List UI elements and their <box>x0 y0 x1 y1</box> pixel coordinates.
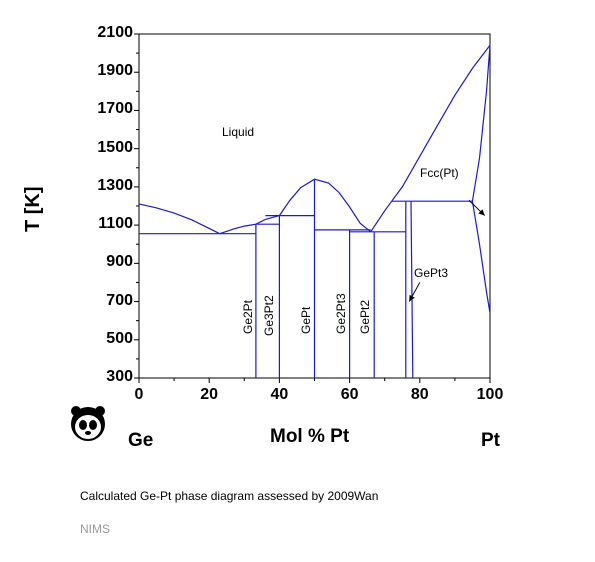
y-tick-label: 1500 <box>97 138 133 156</box>
phase-boundaries <box>138 44 491 379</box>
boundary-liquidus-ge-side <box>138 203 220 235</box>
y-tick-label: 1300 <box>97 176 133 194</box>
label-gept3: GePt3 <box>414 266 449 280</box>
boundary-liquidus-ge3pt2 <box>255 215 280 225</box>
label-gept2: GePt2 <box>358 299 372 334</box>
x-tick-label: 20 <box>200 386 219 403</box>
x-tick-label: 60 <box>340 386 359 403</box>
x-axis-label: Mol % Pt <box>270 426 350 447</box>
boundary-liquidus-gept2 <box>370 200 393 233</box>
y-tick-label: 300 <box>106 368 133 385</box>
panda-logo <box>71 406 105 441</box>
arrow-head <box>409 294 415 302</box>
label-ge2pt: Ge2Pt <box>241 299 255 334</box>
y-tick-label: 900 <box>106 253 133 271</box>
boundary-liquidus-gept <box>278 178 372 233</box>
y-axis-label: T [K] <box>22 186 44 232</box>
right-element-label: Pt <box>481 430 500 451</box>
boundary-liquidus-ge2pt <box>219 223 256 235</box>
label-ge3pt2: Ge3Pt2 <box>262 295 276 336</box>
y-tick-label: 500 <box>106 329 133 347</box>
y-tick-label: 1700 <box>97 100 133 118</box>
caption: Calculated Ge-Pt phase diagram assessed … <box>80 489 379 503</box>
boundary-solvus-fcc <box>471 201 491 314</box>
label-fcc: Fcc(Pt) <box>420 166 459 180</box>
left-element-label: Ge <box>128 430 154 451</box>
arrow-head <box>478 209 485 216</box>
boundary-liquidus-gept3-fcc <box>391 44 491 202</box>
label-gept: GePt <box>299 306 313 334</box>
y-tick-label: 2100 <box>97 24 133 41</box>
y-tick-label: 1100 <box>98 215 133 233</box>
y-tick-label: 1900 <box>97 62 133 80</box>
y-tick-label: 700 <box>106 291 133 309</box>
label-ge2pt3: Ge2Pt3 <box>334 293 348 334</box>
x-tick-label: 0 <box>134 386 144 403</box>
annotation-arrows <box>408 199 486 302</box>
x-tick-label: 100 <box>476 386 504 403</box>
label-liquid: Liquid <box>222 125 255 139</box>
x-tick-label: 40 <box>270 386 289 403</box>
boundary-GePt3-right <box>410 201 414 379</box>
source-label: NIMS <box>80 522 110 536</box>
boundary-solidus-fcc <box>471 45 491 202</box>
x-tick-label: 80 <box>410 386 429 403</box>
axis-ticks <box>134 33 491 383</box>
